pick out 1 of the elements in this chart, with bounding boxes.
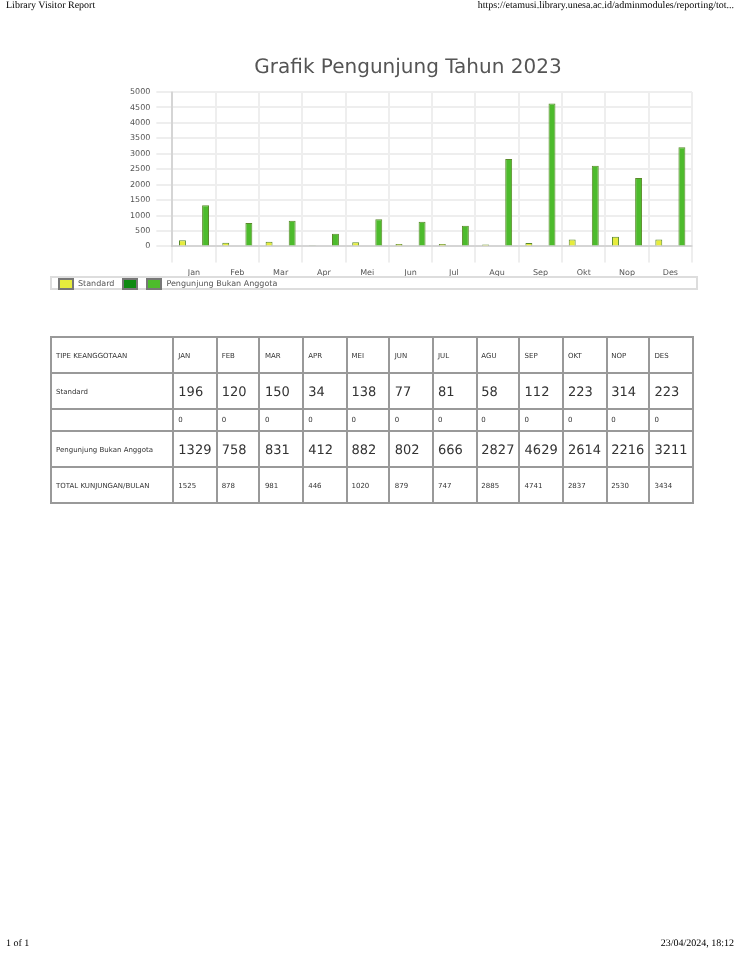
- chart-title: Grafik Pengunjung Tahun 2023: [254, 57, 562, 80]
